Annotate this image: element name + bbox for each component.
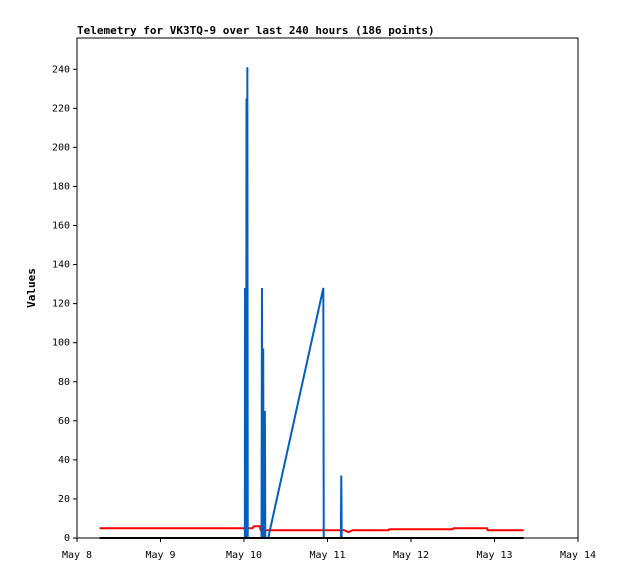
y-tick-label: 220 [52,103,70,114]
y-tick-label: 40 [58,455,70,466]
x-tick-label: May 11 [309,550,345,561]
y-tick-label: 0 [64,533,70,544]
y-tick-label: 60 [58,416,70,427]
y-tick-label: 120 [52,299,70,310]
x-tick-label: May 9 [145,550,175,561]
y-tick-label: 240 [52,64,70,75]
y-tick-label: 80 [58,377,70,388]
y-tick-label: 180 [52,181,70,192]
y-tick-label: 100 [52,338,70,349]
y-tick-label: 20 [58,494,70,505]
x-tick-label: May 14 [560,550,596,561]
y-axis-label: Values [25,268,38,308]
x-tick-label: May 10 [226,550,262,561]
data-line [99,525,524,534]
y-tick-label: 140 [52,260,70,271]
y-tick-label: 160 [52,221,70,232]
x-tick-label: May 12 [393,550,429,561]
plot-frame [76,37,579,539]
x-tick-label: May 13 [476,550,512,561]
chart-title: Telemetry for VK3TQ-9 over last 240 hour… [77,24,435,37]
y-tick-label: 200 [52,142,70,153]
data-line [243,67,343,539]
x-tick-label: May 8 [62,550,92,561]
